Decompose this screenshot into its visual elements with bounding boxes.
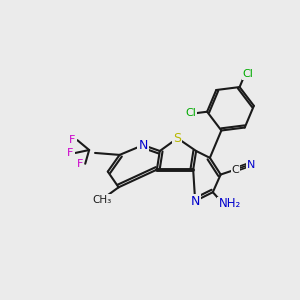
Text: N: N	[190, 194, 200, 208]
Text: F: F	[67, 148, 74, 158]
Text: N: N	[138, 139, 148, 152]
Text: CH₃: CH₃	[92, 195, 112, 205]
Text: C: C	[232, 165, 239, 175]
Text: Cl: Cl	[185, 109, 196, 118]
Text: Cl: Cl	[242, 69, 253, 80]
Text: N: N	[247, 160, 255, 170]
Text: NH₂: NH₂	[218, 197, 241, 211]
Text: F: F	[69, 135, 76, 145]
Text: S: S	[173, 132, 181, 145]
Text: F: F	[77, 159, 83, 169]
